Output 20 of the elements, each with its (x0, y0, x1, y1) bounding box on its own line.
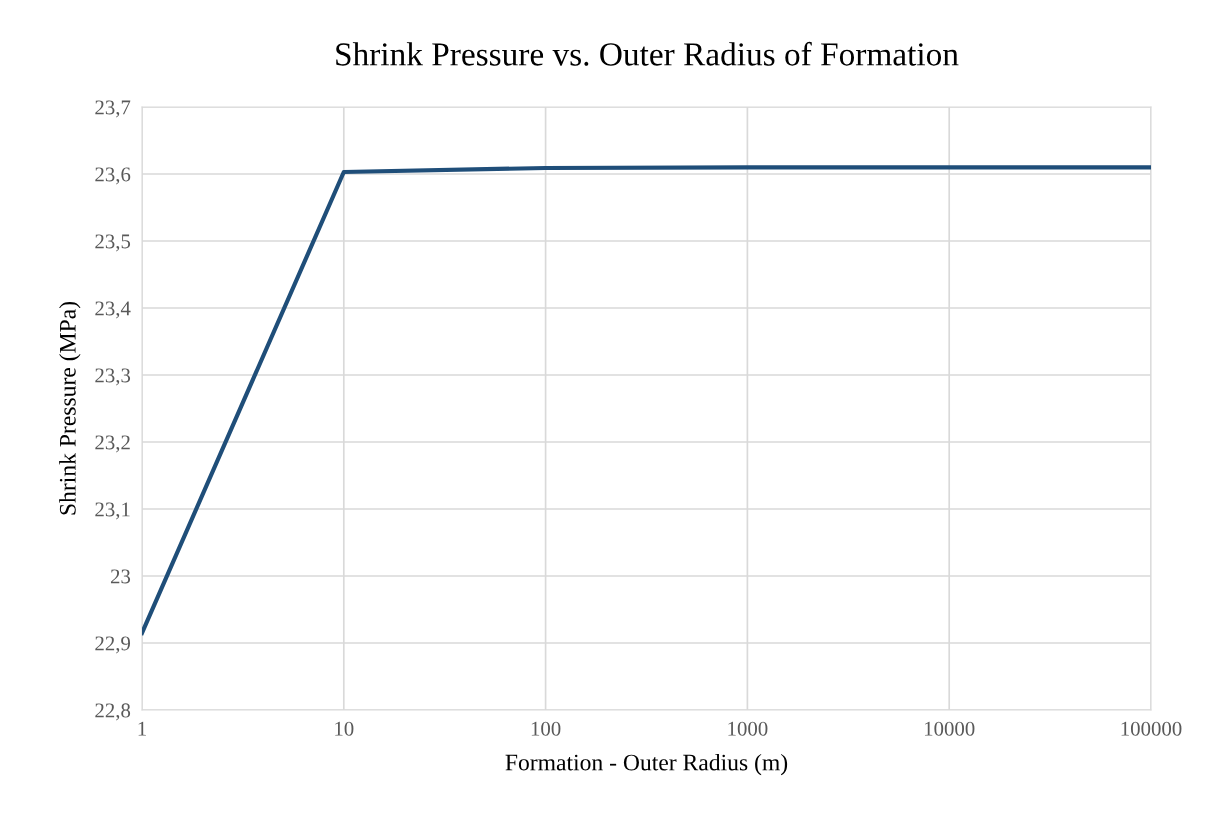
y-tick-label: 22,8 (95, 703, 131, 721)
x-tick-label: 100000 (1121, 721, 1182, 736)
y-tick-label: 23,1 (95, 502, 130, 520)
x-axis-title: Formation - Outer Radius (m) (505, 753, 788, 776)
y-tick-label: 23,5 (95, 234, 131, 252)
chart-title: Shrink Pressure vs. Outer Radius of Formation (336, 41, 959, 66)
x-tick-label: 100 (531, 721, 561, 736)
y-tick-label: 23,2 (95, 435, 130, 453)
y-tick-label: 22,9 (95, 636, 131, 654)
x-tick-label: 1 (138, 721, 146, 736)
x-tick-label: 10000 (924, 721, 975, 736)
line-series (142, 165, 1151, 636)
y-tick-label: 23,6 (95, 167, 131, 185)
x-tick-label: 1000 (728, 721, 768, 736)
y-tick-label: 23 (110, 569, 131, 584)
y-tick-label: 23,3 (95, 368, 131, 386)
y-axis-title: Shrink Pressure (MPa) (59, 301, 81, 515)
y-tick-label: 23,4 (95, 301, 131, 319)
y-tick-label: 23,7 (95, 100, 131, 118)
x-tick-label: 10 (335, 721, 354, 736)
